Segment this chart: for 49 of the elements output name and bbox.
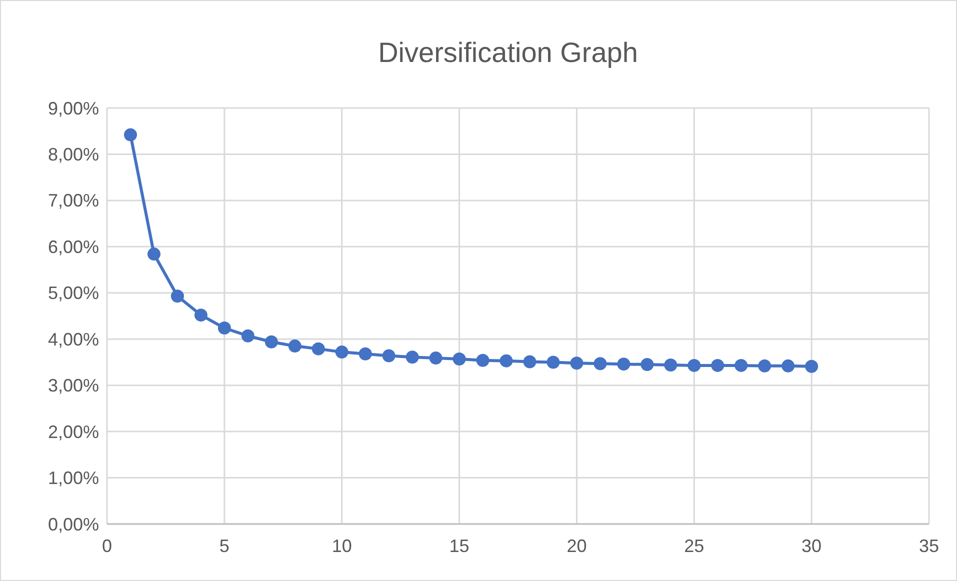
point — [782, 359, 795, 372]
point — [382, 349, 396, 362]
y-tick-label: 0,00% — [48, 514, 99, 534]
x-tick-label: 20 — [566, 536, 587, 556]
point — [312, 342, 325, 356]
y-tick-label: 5,00% — [48, 283, 99, 304]
point — [523, 355, 536, 368]
point — [546, 356, 560, 369]
point — [264, 335, 278, 348]
point — [429, 352, 442, 365]
y-tick-label: 3,00% — [48, 376, 99, 396]
point — [734, 358, 748, 372]
point — [664, 358, 678, 372]
point — [758, 359, 772, 372]
x-tick-label: 0 — [102, 536, 112, 556]
x-tick-label: 5 — [219, 536, 230, 556]
y-tick-label: 6,00% — [48, 236, 99, 257]
point — [594, 357, 607, 370]
x-tick-label: 25 — [684, 536, 704, 556]
y-tick-label: 7,00% — [48, 190, 99, 211]
point — [570, 356, 584, 370]
point — [147, 248, 160, 261]
point — [358, 347, 372, 360]
point — [476, 354, 490, 367]
y-tick-label: 2,00% — [48, 422, 99, 442]
y-tick-label: 9,00% — [48, 98, 99, 118]
x-tick-label: 35 — [918, 536, 940, 556]
x-tick-label: 15 — [449, 536, 470, 556]
point — [335, 346, 348, 359]
x-tick-label: 10 — [332, 536, 352, 556]
point — [194, 308, 208, 322]
x-tick-label: 30 — [802, 536, 822, 556]
point — [170, 290, 184, 303]
point — [688, 358, 701, 372]
point — [124, 128, 137, 142]
y-tick-label: 4,00% — [48, 329, 99, 350]
point — [452, 352, 466, 366]
y-tick-label: 1,00% — [48, 468, 99, 488]
point — [640, 358, 654, 372]
point — [711, 358, 724, 372]
chart-title: Diversification Graph — [378, 37, 638, 68]
point — [406, 350, 419, 364]
point — [617, 358, 630, 371]
y-tick-label: 8,00% — [48, 144, 99, 165]
point — [288, 340, 302, 353]
point — [218, 322, 231, 335]
point — [805, 360, 818, 373]
point — [500, 354, 513, 368]
point — [241, 329, 254, 342]
